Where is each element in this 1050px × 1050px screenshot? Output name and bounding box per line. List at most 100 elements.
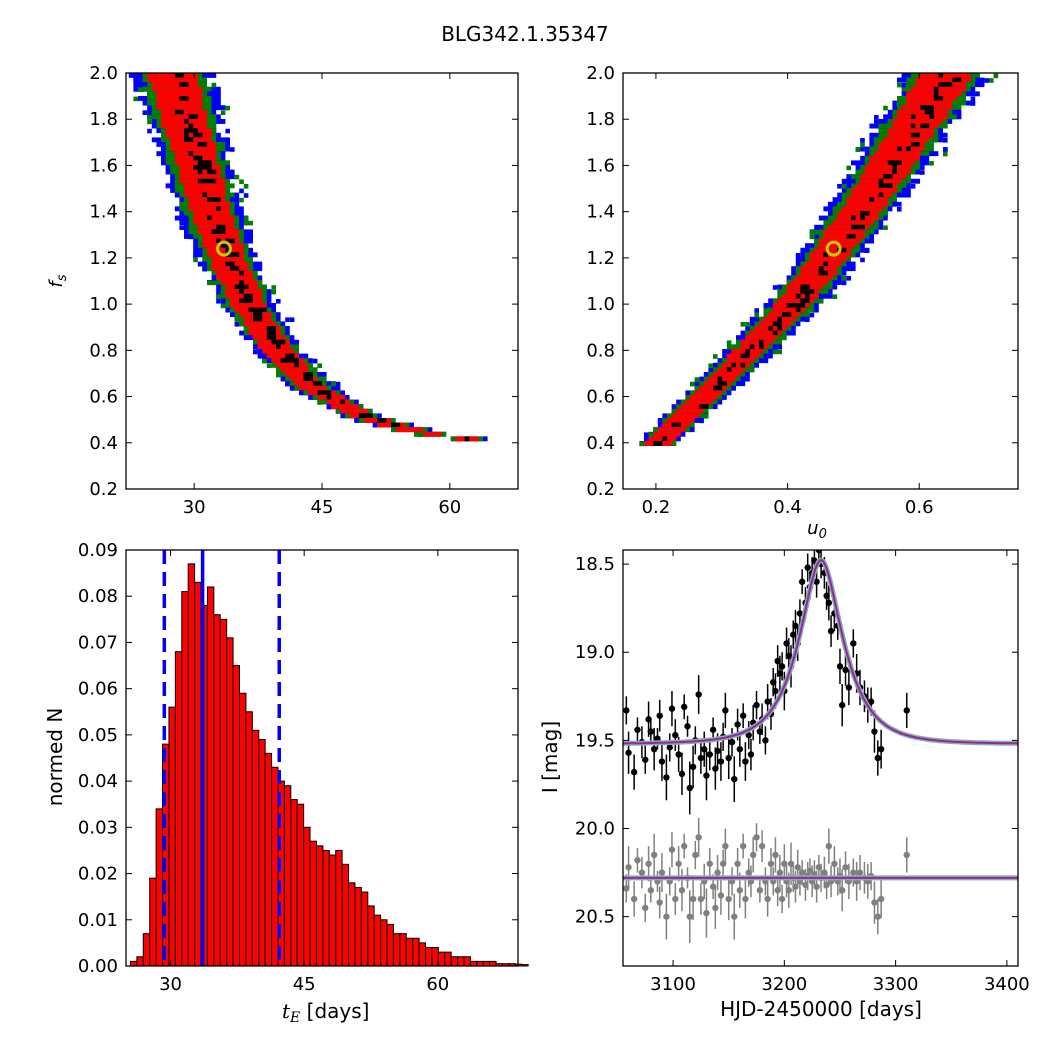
heatmap-level-1	[197, 169, 203, 175]
heatmap-level-2	[188, 201, 230, 207]
histogram-bar	[354, 886, 362, 967]
residuals-point	[856, 869, 864, 876]
data-point	[625, 749, 632, 756]
data-point	[877, 745, 885, 753]
heatmap-level-2	[156, 91, 203, 97]
data-point	[654, 735, 661, 742]
heatmap-stray-cell	[745, 322, 750, 327]
heatmap-level-1	[846, 234, 856, 239]
heatmap-level-2	[170, 142, 217, 147]
y-tick-label: 1.0	[89, 294, 118, 315]
panel-te-histogram: 30 45 60 0.00 0.01 0.02 0.03 0.04 0.05 0.06 0.07 0.…	[78, 540, 529, 995]
lc-ylabel: I [mag]	[538, 721, 562, 793]
histogram-bar	[283, 785, 292, 967]
data-point	[842, 666, 849, 674]
heatmap-stray-cell	[897, 207, 902, 212]
data-point	[703, 772, 710, 779]
residuals-point	[736, 887, 744, 894]
histogram-bar	[412, 937, 420, 967]
x-tick-label: 60	[426, 974, 449, 995]
heatmap-stray-cell	[271, 285, 276, 290]
histogram-bar	[380, 919, 388, 967]
heatmap-level-2	[299, 385, 327, 391]
heatmap-level-1	[749, 344, 755, 350]
histogram-bar	[129, 960, 138, 967]
heatmap-stray-cell	[910, 184, 916, 189]
histogram-bar	[315, 845, 324, 967]
heatmap-level-1	[653, 441, 663, 446]
histogram-bar	[142, 933, 151, 967]
heatmap-level-1	[271, 339, 276, 345]
data-point	[686, 784, 693, 792]
heatmap-level-2	[906, 96, 957, 101]
data-point	[722, 707, 729, 714]
heatmap-level-2	[883, 137, 930, 143]
y-tick-label: 0.6	[586, 387, 615, 408]
residuals-point	[689, 895, 697, 903]
residuals-point	[850, 869, 857, 876]
data-point	[650, 745, 658, 753]
heatmap-level-1	[239, 280, 244, 285]
heatmap-level-2	[230, 303, 267, 308]
heatmap-level-2	[653, 431, 681, 437]
heatmap-level-1	[952, 77, 962, 83]
heatmap-level-1	[280, 358, 290, 364]
residuals-point	[781, 860, 788, 867]
heatmap-stray-cell	[754, 308, 759, 313]
data-point	[634, 726, 641, 733]
heatmap-level-2	[915, 77, 971, 83]
heatmap-level-1	[929, 114, 934, 120]
heatmap-stray-cell	[317, 363, 322, 368]
heatmap-stray-cell	[993, 73, 999, 79]
histogram-bar	[155, 808, 164, 967]
heatmap-level-2	[248, 326, 281, 331]
lc-xlabel: HJD-2450000 [days]	[720, 997, 922, 1021]
heatmap-level-2	[257, 344, 290, 350]
y-tick-label: 0.03	[78, 817, 118, 838]
heatmap-level-1	[782, 312, 792, 318]
heatmap-level-2	[147, 77, 198, 83]
data-point	[742, 758, 749, 765]
histogram-bar	[463, 956, 471, 967]
data-point	[656, 712, 663, 719]
heatmap-stray-cell	[832, 294, 838, 299]
heatmap-level-2	[869, 155, 920, 161]
data-point	[734, 721, 741, 728]
heatmap-level-2	[680, 404, 709, 410]
heatmap-level-1	[207, 215, 212, 221]
histogram-bar	[251, 729, 260, 967]
heatmap-level-1	[216, 238, 221, 244]
heatmap-stray-cell	[772, 285, 778, 290]
histogram-bar	[258, 739, 266, 967]
histogram-bar	[264, 752, 273, 967]
heatmap-level-1	[671, 422, 677, 428]
data-point	[772, 687, 779, 695]
residuals-point	[672, 895, 679, 903]
histogram-bar	[341, 863, 350, 967]
x-tick-label: 3200	[761, 974, 807, 995]
heatmap-level-2	[363, 418, 391, 423]
heatmap-stray-cell	[243, 184, 249, 189]
heatmap-level-1	[179, 82, 189, 88]
heatmap-level-1	[795, 303, 805, 308]
histogram-bar	[335, 849, 343, 967]
y-tick-label: 2.0	[89, 63, 118, 84]
data-point	[867, 698, 875, 705]
heatmap-level-1	[892, 169, 897, 175]
data-point	[663, 774, 670, 781]
data-point	[647, 728, 655, 735]
data-point	[736, 745, 744, 753]
axes-frame	[622, 549, 1019, 967]
histogram-bar	[348, 882, 356, 967]
data-point	[838, 701, 846, 709]
heatmap-level-1	[257, 307, 267, 313]
heatmap-level-2	[837, 215, 879, 221]
x-tick-label: 30	[183, 497, 206, 518]
heatmap-level-1	[887, 160, 893, 166]
heatmap-stray-cell	[818, 299, 824, 304]
heatmap-stray-cell	[809, 234, 815, 240]
heatmap-stray-cell	[740, 322, 746, 327]
histogram-bar	[437, 951, 446, 967]
x-tick-label: 0.4	[773, 497, 802, 518]
data-point	[728, 738, 736, 746]
